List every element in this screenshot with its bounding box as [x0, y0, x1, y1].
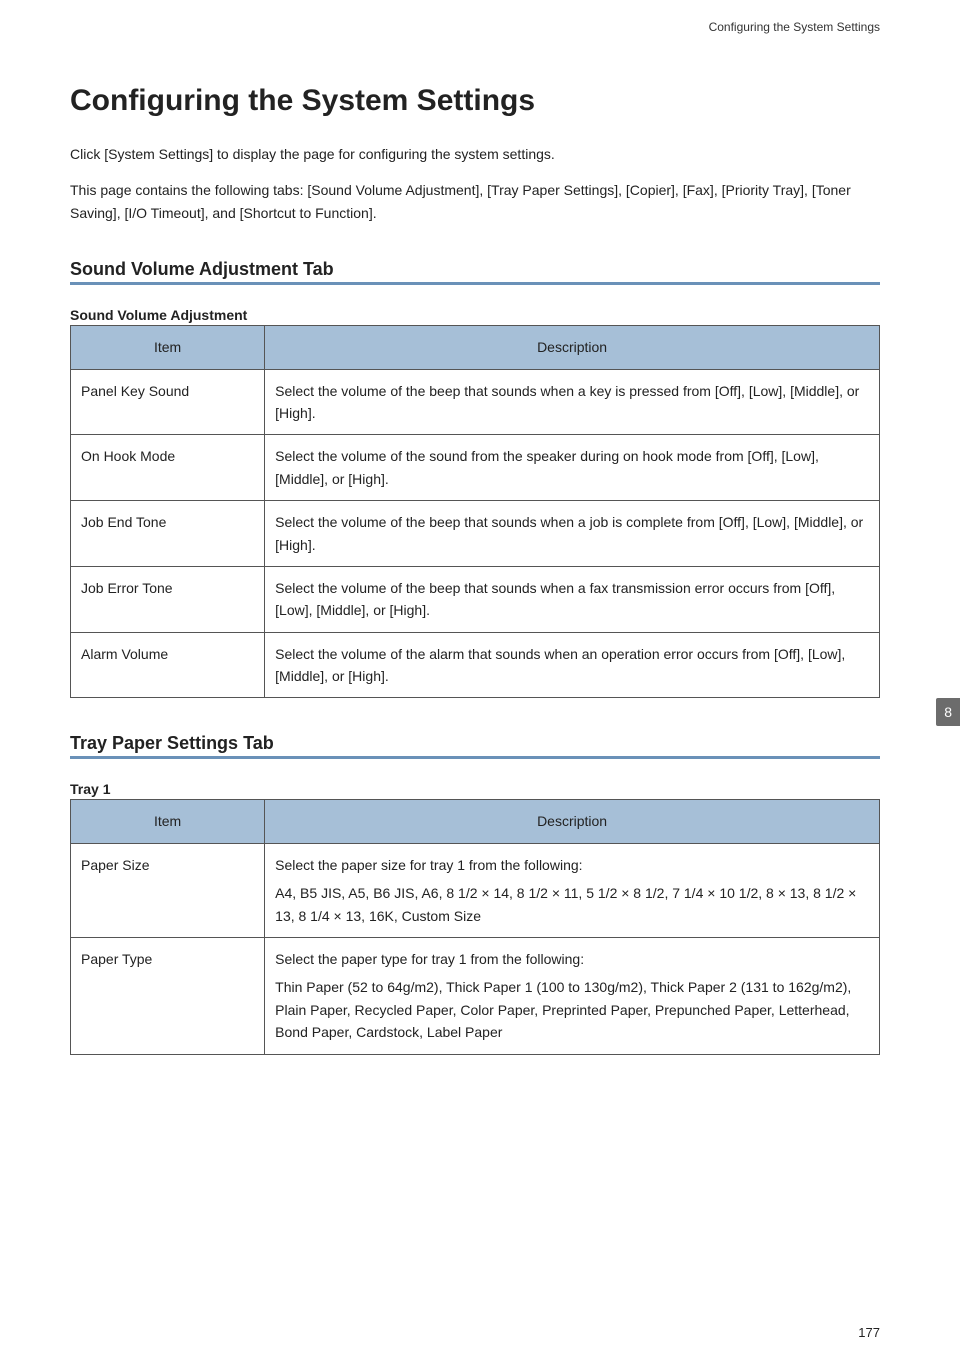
section-heading: Tray Paper Settings Tab	[70, 733, 880, 759]
table-row: Job End ToneSelect the volume of the bee…	[71, 501, 880, 567]
table-cell-description: Select the volume of the beep that sound…	[265, 369, 880, 435]
table-row: Job Error ToneSelect the volume of the b…	[71, 566, 880, 632]
table-cell-description: Select the volume of the beep that sound…	[265, 501, 880, 567]
page-title: Configuring the System Settings	[70, 84, 880, 118]
table-row: Paper Type Select the paper type for tray…	[71, 938, 880, 1055]
table-row: Panel Key SoundSelect the volume of the …	[71, 369, 880, 435]
chapter-side-tab: 8	[936, 698, 960, 726]
description-line: Select the volume of the beep that sound…	[275, 577, 869, 622]
settings-table: ItemDescriptionPanel Key SoundSelect the…	[70, 325, 880, 698]
table-cell-description: Select the paper type for tray 1 from th…	[265, 938, 880, 1055]
description-line: Select the volume of the alarm that soun…	[275, 643, 869, 688]
table-cell-item: Paper Type	[71, 938, 265, 1055]
table-cell-item: Paper Size	[71, 843, 265, 937]
table-cell-description: Select the paper size for tray 1 from th…	[265, 843, 880, 937]
description-line: Select the paper size for tray 1 from th…	[275, 854, 869, 876]
description-line: Thin Paper (52 to 64g/m2), Thick Paper 1…	[275, 976, 869, 1043]
description-line: Select the volume of the sound from the …	[275, 445, 869, 490]
section-heading: Sound Volume Adjustment Tab	[70, 259, 880, 285]
table-header-item: Item	[71, 800, 265, 843]
description-line: Select the volume of the beep that sound…	[275, 511, 869, 556]
description-line: Select the volume of the beep that sound…	[275, 380, 869, 425]
table-header-item: Item	[71, 326, 265, 369]
page-number: 177	[858, 1325, 880, 1340]
description-line: Select the paper type for tray 1 from th…	[275, 948, 869, 970]
table-title: Sound Volume Adjustment	[70, 307, 880, 323]
table-cell-description: Select the volume of the alarm that soun…	[265, 632, 880, 698]
table-header-description: Description	[265, 326, 880, 369]
table-cell-item: Job End Tone	[71, 501, 265, 567]
table-cell-item: Panel Key Sound	[71, 369, 265, 435]
table-header-description: Description	[265, 800, 880, 843]
table-cell-item: On Hook Mode	[71, 435, 265, 501]
table-cell-description: Select the volume of the sound from the …	[265, 435, 880, 501]
intro-block: Click [System Settings] to display the p…	[70, 143, 880, 224]
intro-paragraph: This page contains the following tabs: […	[70, 179, 880, 224]
table-cell-description: Select the volume of the beep that sound…	[265, 566, 880, 632]
document-page: Configuring the System Settings Configur…	[0, 0, 960, 1360]
table-row: Alarm VolumeSelect the volume of the ala…	[71, 632, 880, 698]
table-cell-item: Alarm Volume	[71, 632, 265, 698]
intro-paragraph: Click [System Settings] to display the p…	[70, 143, 880, 165]
sections-host: Sound Volume Adjustment Tab Sound Volume …	[70, 259, 880, 1054]
table-title: Tray 1	[70, 781, 880, 797]
table-cell-item: Job Error Tone	[71, 566, 265, 632]
table-row: On Hook ModeSelect the volume of the sou…	[71, 435, 880, 501]
table-row: Paper Size Select the paper size for tray…	[71, 843, 880, 937]
running-header: Configuring the System Settings	[70, 20, 880, 34]
settings-table: ItemDescriptionPaper Size Select the pape…	[70, 799, 880, 1054]
description-line: A4, B5 JIS, A5, B6 JIS, A6, 8 1/2 × 14, …	[275, 882, 869, 927]
